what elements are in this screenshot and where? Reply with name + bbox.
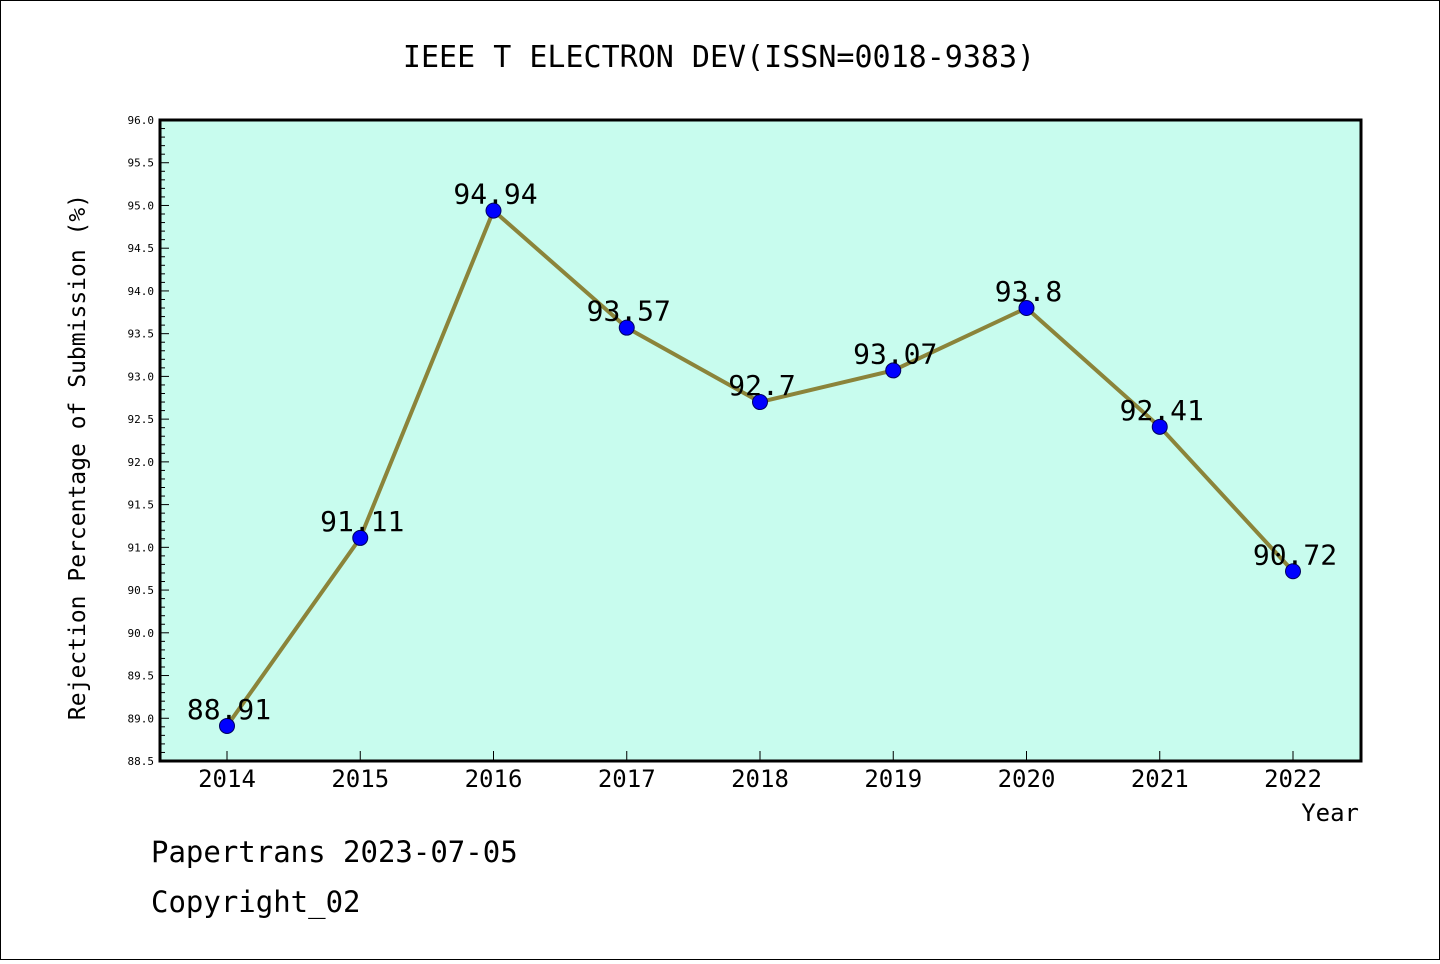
data-label: 93.57 (587, 295, 671, 328)
y-tick-label: 92.0 (128, 456, 155, 469)
x-tick-label: 2014 (198, 765, 256, 793)
data-point (1018, 300, 1035, 317)
y-tick-label: 93.0 (128, 370, 155, 383)
data-point (485, 202, 502, 219)
x-tick-label: 2017 (598, 765, 656, 793)
footer-copyright: Copyright_02 (151, 885, 361, 919)
x-tick-label: 2018 (731, 765, 789, 793)
y-tick-label: 95.0 (128, 199, 155, 212)
data-label: 91.11 (320, 505, 404, 538)
data-points (219, 202, 1301, 734)
x-axis: 2014 2015 2016 2017 2018 2019 2020 2021 2022 (198, 751, 1322, 793)
y-axis-title: Rejection Percentage of Submission (%) (65, 194, 91, 720)
y-tick-label: 90.5 (128, 584, 155, 597)
y-tick-label: 94.5 (128, 242, 155, 255)
y-tick-label: 95.5 (128, 157, 155, 170)
y-tick-label: 93.5 (128, 328, 155, 341)
y-tick-label: 88.5 (128, 755, 155, 768)
x-tick-label: 2019 (864, 765, 922, 793)
data-label: 88.91 (187, 693, 271, 726)
data-label: 94.94 (453, 178, 537, 211)
data-point (219, 717, 235, 734)
y-tick-label: 90.0 (128, 627, 155, 640)
y-tick-label: 89.0 (128, 712, 155, 725)
footer-date: Papertrans 2023-07-05 (151, 835, 518, 869)
x-tick-label: 2022 (1264, 765, 1322, 793)
y-tick-label: 96.0 (128, 114, 155, 127)
y-tick-label: 94.0 (128, 285, 155, 298)
x-axis-title: Year (1301, 799, 1359, 827)
data-label: 92.41 (1120, 394, 1204, 427)
plot-area (158, 118, 1363, 763)
data-point (618, 319, 635, 336)
chart-title: IEEE T ELECTRON DEV(ISSN=0018-9383) (403, 40, 1035, 75)
y-tick-label: 91.5 (128, 499, 155, 512)
data-point (885, 362, 902, 379)
data-labels: 88.91 91.11 94.94 93.57 92.7 93.07 93.8 92.41 90… (187, 178, 1337, 726)
x-tick-label: 2021 (1131, 765, 1189, 793)
data-point (1285, 563, 1301, 580)
y-tick-label: 89.5 (128, 670, 155, 683)
x-tick-label: 2020 (998, 765, 1056, 793)
data-label: 92.7 (728, 369, 795, 402)
x-tick-label: 2015 (331, 765, 389, 793)
y-tick-label: 91.0 (128, 541, 155, 554)
y-tick-label: 92.5 (128, 413, 155, 426)
data-label: 93.07 (853, 337, 937, 370)
data-label: 93.8 (995, 275, 1062, 308)
data-point (1151, 418, 1168, 435)
y-axis: 88.5 89.0 89.5 90.0 90.5 91.0 91.5 92.0 92.5 93.0… (128, 114, 169, 768)
data-point (352, 529, 369, 546)
data-label: 90.72 (1253, 538, 1337, 571)
data-point (752, 394, 768, 411)
x-tick-label: 2016 (465, 765, 523, 793)
